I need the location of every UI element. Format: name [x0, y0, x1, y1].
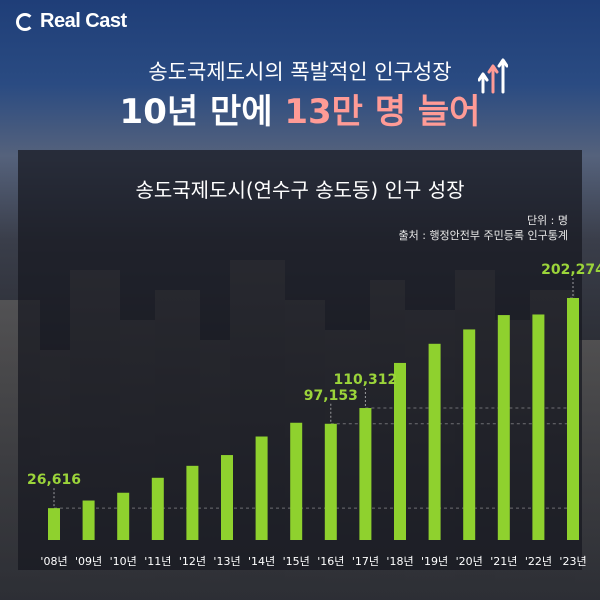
x-tick-label: '10년 — [110, 555, 137, 568]
x-tick-label: '14년 — [248, 555, 275, 568]
bar-23 — [567, 298, 579, 540]
x-tick-label: '21년 — [490, 555, 517, 568]
bar-14 — [255, 436, 268, 540]
headline: 10년 만에 13만 명 늘어 — [0, 84, 600, 133]
growth-arrows-icon — [478, 58, 508, 94]
x-tick-label: '11년 — [144, 555, 171, 568]
bar-19 — [428, 343, 441, 540]
bar-16 — [324, 423, 337, 540]
x-tick-label: '12년 — [179, 555, 206, 568]
x-tick-label: '17년 — [352, 555, 379, 568]
data-label: 26,616 — [27, 472, 81, 488]
chart-source: 출처 : 행정안전부 주민등록 인구통계 — [398, 229, 569, 242]
x-tick-label: '18년 — [386, 555, 413, 568]
bar-08 — [48, 508, 60, 540]
x-tick-label: '16년 — [317, 555, 344, 568]
bar-22 — [532, 314, 545, 540]
bar-11 — [151, 477, 164, 540]
x-tick-label: '09년 — [75, 555, 102, 568]
data-label: 202,274 — [541, 262, 600, 278]
x-tick-label: '20년 — [456, 555, 483, 568]
bar-10 — [117, 492, 130, 540]
data-label: 110,312 — [334, 372, 398, 388]
bar-18 — [394, 362, 406, 540]
x-tick-label: '22년 — [525, 555, 552, 568]
headline-subtitle: 송도국제도시의 폭발적인 인구성장 — [148, 60, 452, 84]
bar-09 — [82, 500, 95, 540]
bar-15 — [290, 422, 303, 540]
x-tick-label: '13년 — [213, 555, 240, 568]
brand-logo: Real Cast — [16, 10, 127, 33]
x-tick-label: '08년 — [40, 555, 67, 568]
chart-unit: 단위 : 명 — [526, 214, 568, 227]
headline-prefix: 10년 만에 — [119, 92, 285, 132]
bar-21 — [497, 315, 510, 540]
headline-highlight: 13만 명 늘어 — [284, 92, 481, 132]
chart-title: 송도국제도시(연수구 송도동) 인구 성장 — [135, 178, 465, 202]
x-tick-label: '19년 — [421, 555, 448, 568]
x-tick-label: '15년 — [283, 555, 310, 568]
bar-13 — [221, 455, 233, 540]
bar-12 — [186, 465, 199, 540]
x-tick-label: '23년 — [559, 555, 586, 568]
bar-17 — [359, 408, 372, 540]
bar-20 — [463, 329, 476, 540]
data-label: 97,153 — [304, 388, 358, 404]
brand-name: Real Cast — [40, 10, 127, 32]
brand-logo-icon — [16, 12, 34, 31]
